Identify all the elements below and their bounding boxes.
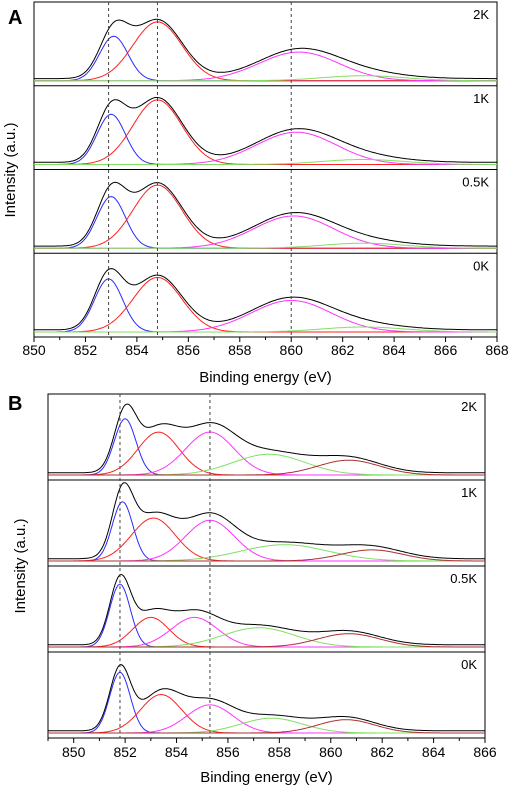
component-curve-c2-2k: [34, 21, 497, 82]
x-tick-label: 858: [228, 342, 252, 358]
x-tick-label: 854: [165, 744, 189, 760]
x-tick-label: 856: [216, 744, 240, 760]
component-curve-c1-0p5k: [34, 196, 497, 249]
component-curve-c3-2k: [34, 51, 497, 82]
x-tick-label: 850: [62, 744, 86, 760]
envelope-curve-2k: [48, 403, 485, 474]
stack-label-2k: 2K: [461, 399, 477, 414]
component-curve-c4-0k: [34, 326, 497, 333]
stack-label-0p5k: 0.5K: [450, 571, 477, 586]
stack-label-0p5k: 0.5K: [462, 175, 489, 190]
component-curve-c5-1k: [48, 549, 485, 562]
x-axis-label-a: Binding energy (eV): [199, 369, 332, 386]
envelope-curve-1k: [34, 97, 497, 163]
stack-label-0k: 0K: [473, 258, 489, 273]
x-tick-label: 866: [473, 744, 497, 760]
envelope-curve-1k: [48, 482, 485, 560]
x-tick-label: 858: [268, 744, 292, 760]
component-curve-c1-0k: [48, 671, 485, 734]
panel-letter-a: A: [8, 7, 22, 29]
x-tick-label: 854: [125, 342, 149, 358]
x-tick-label: 852: [74, 342, 98, 358]
envelope-curve-0k: [34, 268, 497, 331]
y-axis-label-a: Intensity (a.u.): [2, 122, 19, 217]
envelope-curve-2k: [34, 18, 497, 80]
component-curve-c2-1k: [34, 99, 497, 165]
x-tick-label: 864: [382, 342, 406, 358]
component-curve-c2-0k: [34, 276, 497, 333]
x-tick-label: 860: [319, 744, 343, 760]
x-tick-label: 862: [370, 744, 394, 760]
component-curve-c1-2k: [48, 418, 485, 476]
envelope-curve-0p5k: [48, 573, 485, 646]
component-curve-c4-1k: [34, 159, 497, 165]
component-curve-c4-0p5k: [34, 242, 497, 249]
component-curve-c1-0k: [34, 278, 497, 333]
x-tick-label: 852: [113, 744, 137, 760]
component-curve-c1-1k: [34, 113, 497, 165]
x-tick-label: 856: [177, 342, 201, 358]
panel-a: 2K 1K 0.5K 0K 850 852 854 856 858 860 862 864 866 868…: [2, 1, 509, 386]
component-curve-c5-0p5k: [48, 633, 485, 648]
stack-label-0k: 0K: [461, 657, 477, 672]
component-curve-c5-2k: [48, 459, 485, 476]
component-curve-c2-0p5k: [48, 616, 485, 648]
component-curve-c3-0k: [48, 704, 485, 734]
stack-label-1k: 1K: [473, 91, 489, 106]
component-curve-c5-0k: [48, 719, 485, 734]
component-curve-c2-1k: [48, 517, 485, 562]
envelope-curve-0k: [48, 664, 485, 732]
component-curve-c3-0p5k: [48, 616, 485, 648]
x-tick-label: 864: [422, 744, 446, 760]
x-tick-label: 850: [22, 342, 46, 358]
component-curve-c3-1k: [34, 131, 497, 165]
x-tick-label: 868: [485, 342, 509, 358]
component-curve-c2-0k: [48, 693, 485, 734]
stack-label-2k: 2K: [473, 7, 489, 22]
stack-label-1k: 1K: [461, 485, 477, 500]
envelope-curve-0p5k: [34, 181, 497, 247]
component-curve-c2-0p5k: [34, 184, 497, 249]
component-curve-c4-2k: [34, 75, 497, 82]
x-axis-label-b: Binding energy (eV): [200, 769, 333, 786]
panel-letter-b: B: [8, 393, 22, 415]
panel-b: 2K 1K 0.5K 0K 850 852 854 856 858 860 862 864 866 Bin…: [12, 393, 497, 786]
x-tick-label: 866: [434, 342, 458, 358]
x-tick-label: 862: [331, 342, 355, 358]
x-tick-label: 860: [280, 342, 304, 358]
component-curve-c1-0p5k: [48, 583, 485, 648]
y-axis-label-b: Intensity (a.u.): [12, 518, 29, 613]
